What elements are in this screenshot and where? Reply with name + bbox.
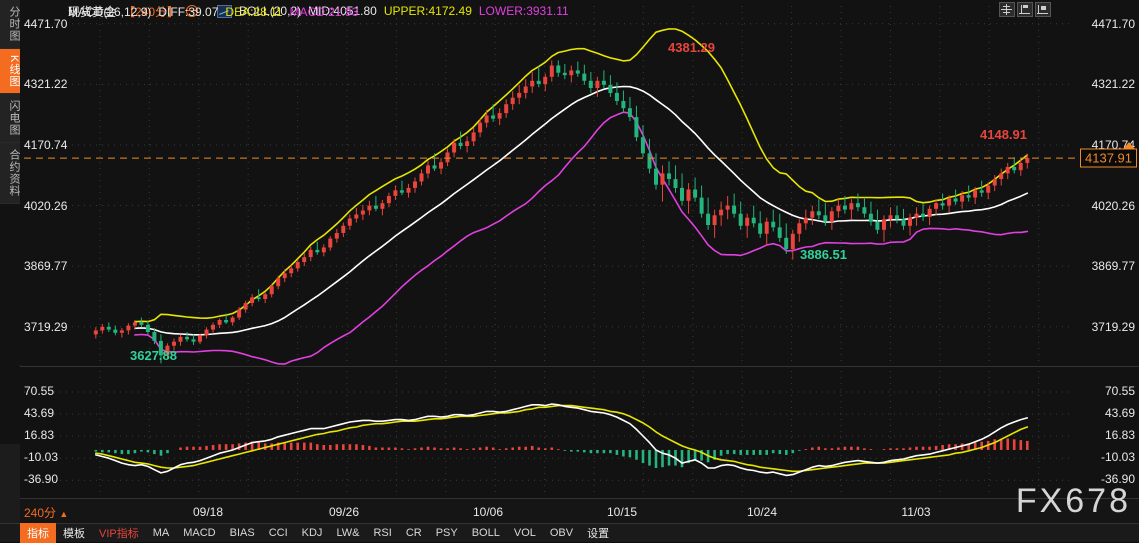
toolbar-item-bias[interactable]: BIAS <box>229 527 255 539</box>
price-y-tick-left: 4020.26 <box>24 198 68 213</box>
price-y-tick-left: 4170.74 <box>24 137 68 152</box>
price-y-tick-right: 4471.70 <box>1091 16 1135 31</box>
toolbar-item-vip[interactable]: VIP指标 <box>99 528 139 540</box>
boll-name: BOLL(20,2) <box>239 4 302 18</box>
macd-y-tick-left: 43.69 <box>24 406 55 421</box>
macd-chart-canvas[interactable] <box>20 367 1139 499</box>
annotation-high: 4381.29 <box>668 40 715 55</box>
price-chart-pane[interactable] <box>20 0 1139 365</box>
macd-y-tick-right: -10.03 <box>1100 450 1135 465</box>
boll-lower-value: LOWER:3931.11 <box>478 4 569 18</box>
macd-y-tick-right: 43.69 <box>1104 406 1135 421</box>
toolbar-item-ma[interactable]: MA <box>152 527 170 539</box>
macd-y-tick-left: 70.55 <box>24 384 55 399</box>
macd-y-tick-left: -36.90 <box>24 472 59 487</box>
boll-upper-value: UPPER:4172.49 <box>383 4 472 18</box>
sidebar-item-timeline[interactable]: 分时图 <box>0 0 20 49</box>
price-y-tick-right: 3869.77 <box>1091 259 1135 274</box>
time-axis-tick: 11/03 <box>901 505 931 519</box>
price-y-tick-left: 3719.29 <box>24 319 68 334</box>
price-y-tick-left: 4321.22 <box>24 77 68 92</box>
price-y-tick-right: 4321.22 <box>1091 77 1135 92</box>
macd-diff-value: DIFF:39.07 <box>158 5 219 19</box>
toolbar-item-vol[interactable]: VOL <box>513 527 536 539</box>
price-y-tick-left: 4471.70 <box>24 16 68 31</box>
toolbar-item-boll[interactable]: BOLL <box>471 527 500 539</box>
price-y-tick-right: 3719.29 <box>1091 319 1135 334</box>
period-badge[interactable]: 240分 ▲ <box>24 504 68 521</box>
chart-tool-buttons[interactable] <box>999 2 1051 17</box>
macd-y-tick-left: 16.83 <box>24 428 55 443</box>
toolbar-item-rsi[interactable]: RSI <box>373 527 392 539</box>
sidebar-item-lightning[interactable]: 闪电图 <box>0 94 20 144</box>
watermark-logo: FX678 <box>1015 482 1131 520</box>
macd-name: MACD(26,12,9) <box>68 5 152 19</box>
price-chart-canvas[interactable] <box>20 0 1139 365</box>
annotation-low: 3886.51 <box>800 247 847 262</box>
chart-indicator-icon[interactable] <box>217 4 233 18</box>
period-badge-label: 240分 <box>24 506 57 520</box>
macd-macd-value: MACD:21.93 <box>289 5 359 19</box>
sidebar-item-contract-info[interactable]: 合约资料 <box>0 143 20 205</box>
scale-horizontal-icon[interactable] <box>1035 2 1051 17</box>
crosshair-move-icon[interactable] <box>999 2 1015 17</box>
toolbar-item-kdj[interactable]: KDJ <box>301 527 323 539</box>
time-axis-tick: 10/15 <box>606 505 638 519</box>
toolbar-item-obv[interactable]: OBV <box>549 527 574 539</box>
toolbar-item-lw[interactable]: LW& <box>336 527 360 539</box>
macd-chart-pane[interactable] <box>20 366 1139 499</box>
macd-dea-value: DEA:28.11 <box>225 5 283 19</box>
current-price-tag: 4137.91 <box>1080 148 1137 168</box>
price-y-tick-right: 4020.26 <box>1091 198 1135 213</box>
boll-mid-value: MID:4051.80 <box>308 4 377 18</box>
price-y-tick-left: 3869.77 <box>24 259 68 274</box>
macd-y-tick-right: 16.83 <box>1104 428 1135 443</box>
crosshair-circle-icon[interactable] <box>185 5 199 17</box>
period-label: 【240分】 <box>123 4 180 19</box>
toolbar-item-psy[interactable]: PSY <box>435 527 458 539</box>
time-axis-tick: 10/24 <box>746 505 778 519</box>
current-price-arrow-icon <box>1123 142 1135 150</box>
left-sidebar: 分时图 K线图 闪电图 合约资料 <box>0 0 21 523</box>
toolbar-item-macd[interactable]: MACD <box>183 527 216 539</box>
toolbar-item-[interactable]: 模板 <box>63 528 85 540</box>
toolbar-item-cci[interactable]: CCI <box>268 527 288 539</box>
time-axis-tick: 09/18 <box>192 505 224 519</box>
sidebar-filler <box>0 204 20 445</box>
macd-indicator-header: MACD(26,12,9) DIFF:39.07 DEA:28.11 MACD:… <box>68 3 365 21</box>
time-axis-tick: 10/06 <box>472 505 504 519</box>
toolbar-item-[interactable]: 设置 <box>587 528 610 540</box>
toolbar-item-[interactable]: 指标 <box>20 523 56 543</box>
price-indicator-header: 现货黄金 【240分】 BOLL(20,2) MID:4051.80 UPPER… <box>68 2 576 20</box>
sidebar-item-kline[interactable]: K线图 <box>0 49 20 95</box>
period-badge-arrow-icon: ▲ <box>59 509 69 519</box>
symbol-name: 现货黄金 <box>68 4 117 19</box>
annotation-high: 4148.91 <box>980 127 1027 142</box>
time-axis-tick: 09/26 <box>328 505 360 519</box>
annotation-low: 3627.88 <box>130 348 177 363</box>
macd-y-tick-right: -36.90 <box>1100 472 1135 487</box>
macd-y-tick-left: -10.03 <box>24 450 59 465</box>
bottom-toolbar[interactable]: 指标 模板 VIP指标 MA MACD BIAS CCI KDJ LW& RSI CR PSY BOLL… <box>0 523 1139 543</box>
toolbar-item-cr[interactable]: CR <box>405 527 422 539</box>
time-x-axis: 240分 ▲ 09/18 09/26 10/06 10/15 10/24 11/03 <box>20 498 1139 524</box>
macd-y-tick-right: 70.55 <box>1104 384 1135 399</box>
scale-vertical-icon[interactable] <box>1017 2 1033 17</box>
